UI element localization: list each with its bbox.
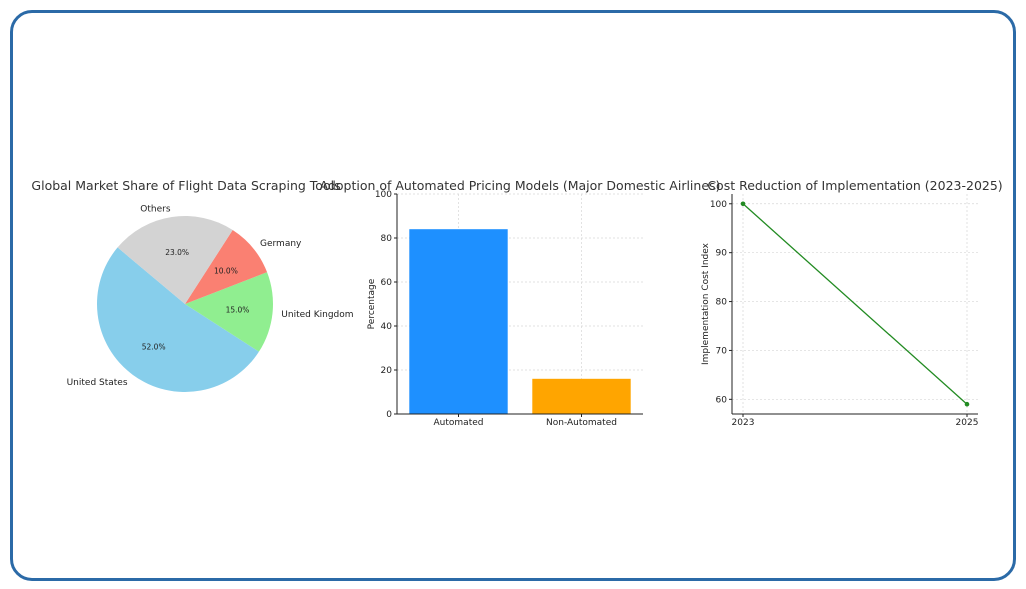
- pie-category-label: Germany: [260, 239, 302, 249]
- line-y-axis-label: Implementation Cost Index: [701, 242, 711, 365]
- pie-pct-label: 52.0%: [142, 342, 166, 351]
- bar-automated: [409, 229, 508, 414]
- line-y-tick-label: 90: [716, 249, 728, 259]
- line-series: [742, 203, 968, 405]
- line-title: Cost Reduction of Implementation (2023-2…: [707, 178, 1002, 193]
- pie-chart: Global Market Share of Flight Data Scrap…: [31, 178, 354, 393]
- pie-slice-united-kingdom: [185, 272, 273, 352]
- pie-pct-label: 15.0%: [226, 305, 250, 314]
- pie-category-label: United States: [67, 378, 128, 388]
- line-y-tick-label: 70: [716, 346, 728, 356]
- bar-x-tick-label: Non-Automated: [546, 418, 617, 428]
- bar-y-tick-label: 60: [381, 278, 393, 288]
- line-x-tick-label: 2025: [956, 418, 979, 428]
- bar-y-tick-label: 80: [381, 234, 393, 244]
- pie-slice-others: [117, 215, 233, 304]
- bar-y-tick-label: 0: [386, 410, 392, 420]
- bar-chart: Adoption of Automated Pricing Models (Ma…: [320, 178, 721, 428]
- line-y-tick-label: 100: [710, 200, 727, 210]
- pie-slice-united-states: [96, 247, 259, 393]
- line-chart: Cost Reduction of Implementation (2023-2…: [701, 178, 1003, 428]
- pie-title: Global Market Share of Flight Data Scrap…: [31, 178, 340, 193]
- line-point: [740, 201, 746, 207]
- bar-y-tick-label: 20: [381, 366, 393, 376]
- bar-y-tick-label: 100: [375, 190, 392, 200]
- line-y-tick-label: 80: [716, 298, 728, 308]
- line-x-tick-label: 2023: [732, 418, 755, 428]
- pie-pct-label: 23.0%: [165, 248, 189, 257]
- pie-category-label: Others: [140, 204, 171, 214]
- pie-pct-label: 10.0%: [214, 267, 238, 276]
- bar-y-axis-label: Percentage: [367, 278, 377, 329]
- line-point: [964, 401, 970, 407]
- bar-title: Adoption of Automated Pricing Models (Ma…: [320, 178, 721, 193]
- bar-y-tick-label: 40: [381, 322, 393, 332]
- pie-slice-germany: [185, 230, 268, 304]
- bar-non-automated: [532, 378, 631, 414]
- pie-category-label: United Kingdom: [281, 310, 353, 320]
- line-y-tick-label: 60: [716, 395, 728, 405]
- bar-x-tick-label: Automated: [434, 418, 484, 428]
